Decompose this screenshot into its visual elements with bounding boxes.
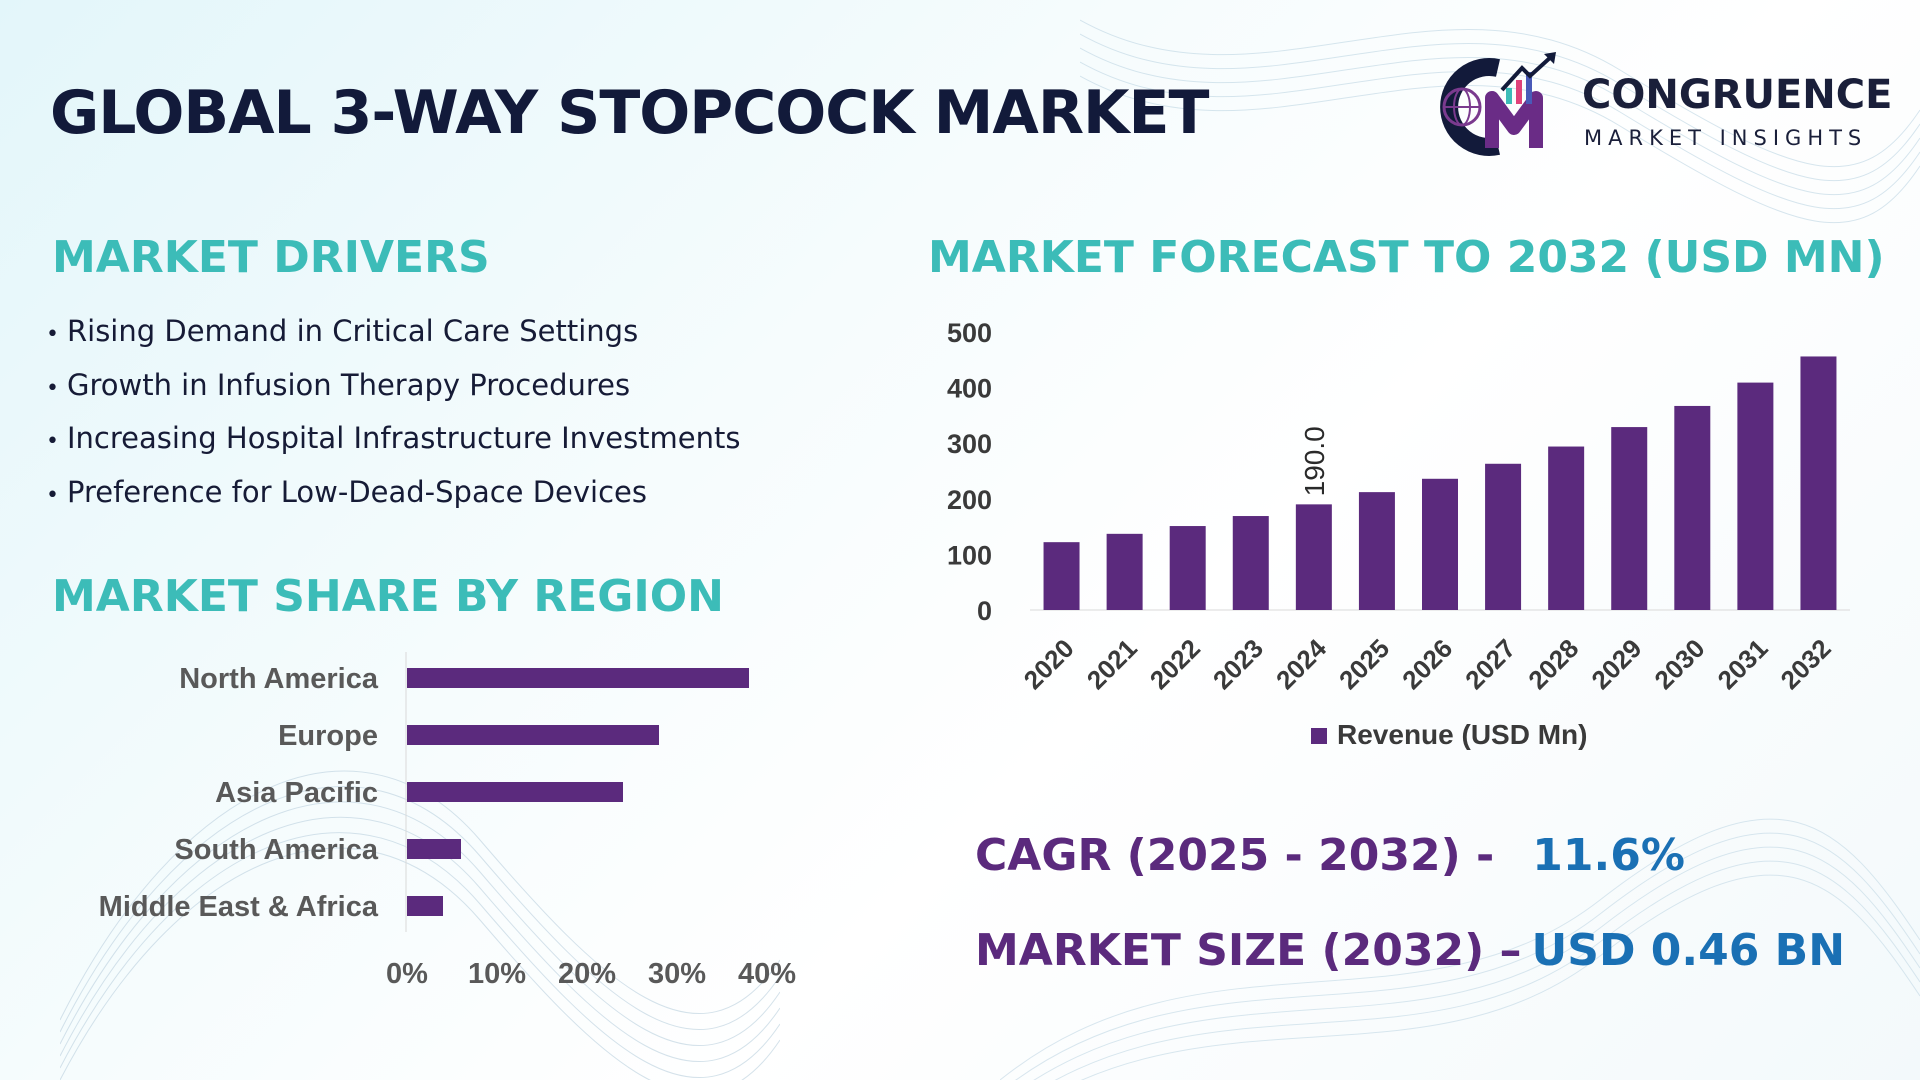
forecast-bar: [1737, 382, 1774, 610]
drivers-heading: MARKET DRIVERS: [52, 232, 490, 283]
driver-text: Increasing Hospital Infrastructure Inves…: [66, 421, 741, 455]
y-tick-label: 100: [947, 540, 992, 570]
y-tick-label: 200: [947, 485, 992, 515]
x-tick-label: 2025: [1333, 633, 1395, 695]
cm-globe-chart-icon: [1440, 52, 1556, 156]
region-bar: [407, 782, 623, 802]
x-tick-label: 2022: [1144, 633, 1206, 695]
forecast-bar: [1485, 463, 1522, 610]
legend-swatch: [1311, 728, 1327, 744]
drivers-list: • Rising Demand in Critical Care Settings…: [46, 305, 741, 519]
region-bar: [407, 725, 659, 745]
forecast-bar: [1548, 446, 1585, 610]
region-bar: [407, 839, 461, 859]
region-bar: [407, 896, 443, 916]
forecast-bar: [1169, 526, 1206, 610]
driver-text: Growth in Infusion Therapy Procedures: [66, 367, 631, 402]
bullet-glyph: •: [46, 429, 59, 454]
region-label: Europe: [278, 720, 378, 752]
x-tick-label: 10%: [468, 958, 526, 990]
forecast-bar: [1106, 533, 1143, 610]
market-size-value: USD 0.46 BN: [1531, 925, 1846, 976]
driver-item: • Preference for Low-Dead-Space Devices: [46, 466, 741, 520]
x-tick-label: 2030: [1648, 633, 1710, 695]
x-tick-label: 2021: [1081, 633, 1143, 695]
y-tick-label: 400: [947, 374, 992, 404]
market-size-label: MARKET SIZE (2032) –: [975, 925, 1522, 976]
y-tick-label: 500: [947, 318, 992, 348]
x-tick-label: 2032: [1775, 633, 1837, 695]
x-tick-label: 20%: [558, 958, 616, 990]
data-label: 190.0: [1299, 426, 1330, 496]
forecast-bar: [1422, 478, 1458, 610]
x-tick-label: 2031: [1712, 633, 1774, 695]
x-tick-label: 0%: [386, 958, 428, 990]
forecast-bar: [1358, 492, 1395, 610]
cagr-label: CAGR (2025 - 2032) -: [975, 830, 1495, 881]
driver-text: Preference for Low-Dead-Space Devices: [66, 474, 648, 509]
company-logo: CONGRUENCE MARKET INSIGHTS: [1426, 50, 1896, 160]
region-label: North America: [179, 663, 379, 695]
bullet-glyph: •: [46, 375, 59, 401]
x-tick-label: 40%: [738, 958, 796, 990]
forecast-bar-chart: 0 100 200 300 400 500 2020 2021 2022 2023 2024 190.…: [947, 318, 1850, 750]
market-size-stat: MARKET SIZE (2032) – USD 0.46 BN: [975, 925, 1845, 976]
driver-text: Rising Demand in Critical Care Settings: [66, 314, 639, 348]
x-tick-label: 2020: [1018, 633, 1080, 695]
cagr-stat: CAGR (2025 - 2032) - 11.6%: [975, 830, 1685, 881]
region-label: Asia Pacific: [215, 777, 378, 809]
x-tick-label: 2026: [1396, 633, 1458, 695]
x-tick-label: 2028: [1522, 633, 1584, 695]
x-tick-label: 2029: [1585, 633, 1647, 695]
y-tick-label: 0: [977, 596, 992, 626]
region-label: South America: [174, 834, 378, 866]
forecast-bar: [1611, 427, 1648, 610]
x-tick-label: 2024: [1270, 633, 1332, 695]
region-bar: [407, 668, 749, 688]
y-tick-label: 300: [947, 429, 992, 459]
cagr-value: 11.6%: [1532, 830, 1685, 881]
forecast-bar: [1800, 356, 1837, 610]
forecast-bar: [1232, 516, 1269, 610]
bullet-glyph: •: [46, 322, 59, 347]
forecast-heading: MARKET FORECAST TO 2032 (USD MN): [928, 232, 1885, 283]
logo-subtitle: MARKET INSIGHTS: [1584, 126, 1868, 150]
forecast-bar: [1295, 504, 1332, 610]
bullet-glyph: •: [46, 482, 59, 508]
x-tick-label: 2023: [1207, 633, 1269, 695]
driver-item: • Growth in Infusion Therapy Procedures: [46, 359, 741, 413]
forecast-bar: [1674, 405, 1711, 610]
x-tick-label: 30%: [648, 958, 706, 990]
page-title: GLOBAL 3-WAY STOPCOCK MARKET: [50, 78, 1209, 148]
region-label: Middle East & Africa: [99, 891, 379, 923]
driver-item: • Increasing Hospital Infrastructure Inve…: [46, 412, 741, 466]
region-heading: MARKET SHARE BY REGION: [52, 571, 724, 622]
legend-label: Revenue (USD Mn): [1337, 719, 1587, 750]
driver-item: • Rising Demand in Critical Care Settings: [46, 305, 741, 359]
region-bar-chart: North America Europe Asia Pacific South Ame…: [99, 652, 796, 990]
forecast-bar: [1043, 542, 1080, 610]
logo-name: CONGRUENCE: [1582, 72, 1893, 118]
x-tick-label: 2027: [1459, 633, 1521, 695]
